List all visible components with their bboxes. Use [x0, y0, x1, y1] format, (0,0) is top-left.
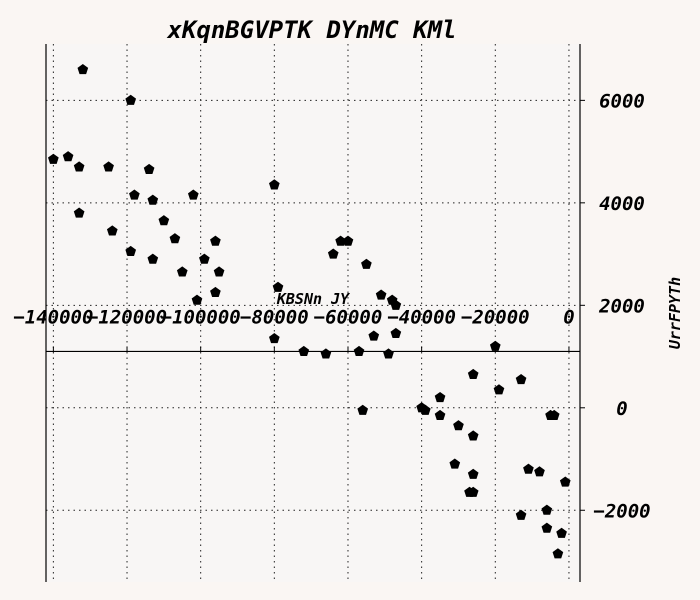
data-point — [176, 266, 188, 277]
x-tick-label: −100000 — [161, 306, 241, 328]
data-point — [129, 189, 140, 200]
data-point — [320, 348, 332, 359]
data-point — [210, 235, 221, 246]
data-point — [187, 189, 199, 200]
y-axis-label: UrrFPYTh — [666, 277, 684, 349]
y-tick-label: −2000 — [593, 500, 650, 522]
data-point — [199, 253, 210, 264]
x-axis-label: KBSNn JY — [276, 290, 350, 308]
x-tick-label: −120000 — [87, 306, 167, 328]
data-point — [559, 476, 571, 487]
data-point — [361, 258, 372, 269]
axes — [45, 44, 585, 582]
data-point — [169, 233, 181, 244]
data-points — [48, 64, 571, 559]
data-point — [272, 281, 284, 292]
data-point — [213, 266, 225, 277]
data-point — [269, 333, 280, 344]
data-point — [327, 248, 339, 259]
y-tick-label: 0 — [616, 398, 627, 420]
data-point — [383, 348, 394, 359]
data-point — [489, 340, 501, 351]
data-point — [449, 458, 461, 469]
data-point — [541, 504, 553, 515]
data-point — [420, 404, 431, 415]
data-point — [523, 463, 534, 474]
data-point — [269, 179, 280, 190]
data-point — [147, 194, 159, 205]
data-point — [353, 345, 365, 356]
data-point — [125, 245, 137, 257]
data-point — [434, 391, 446, 403]
data-point — [191, 294, 203, 305]
data-point — [552, 548, 564, 559]
data-point — [73, 161, 85, 172]
data-point — [467, 486, 479, 497]
data-point — [390, 327, 402, 339]
y-tick-label: 4000 — [599, 193, 645, 215]
data-point — [357, 404, 369, 415]
data-point — [335, 235, 346, 246]
data-point — [515, 509, 527, 520]
data-point — [493, 384, 505, 395]
data-point — [77, 64, 89, 75]
y-tick-label: 6000 — [599, 90, 645, 112]
data-point — [342, 235, 354, 246]
data-point — [210, 286, 221, 298]
y-tick-label: 2000 — [598, 295, 645, 317]
tick-labels: −140000−120000−100000 −80000 −60000 −40000−… — [13, 90, 650, 522]
data-point — [147, 253, 159, 264]
data-point — [73, 207, 85, 218]
data-point — [125, 94, 137, 105]
data-point — [453, 420, 464, 431]
data-point — [375, 289, 387, 300]
plot-background — [46, 44, 580, 582]
x-tick-label: −80000 — [240, 306, 309, 328]
data-point — [434, 409, 446, 421]
data-point — [48, 153, 59, 164]
data-point — [467, 468, 479, 479]
data-point — [556, 527, 567, 538]
x-tick-label: −140000 — [13, 306, 93, 328]
data-point — [158, 215, 170, 226]
x-tick-label: −40000 — [387, 306, 456, 328]
data-point — [467, 368, 479, 380]
data-point — [143, 163, 155, 175]
data-point — [390, 299, 402, 310]
data-point — [548, 409, 560, 421]
data-point — [106, 225, 118, 236]
data-point — [515, 374, 527, 385]
chart-title: xKqnBGVPTK DYnMC KMl — [167, 16, 457, 44]
x-tick-label: −20000 — [461, 306, 530, 328]
data-point — [298, 345, 310, 356]
data-point — [467, 430, 479, 441]
data-point — [534, 466, 545, 477]
data-point — [103, 161, 114, 172]
x-tick-label: −60000 — [314, 306, 383, 328]
data-point — [62, 151, 74, 162]
data-point — [368, 330, 380, 341]
data-point — [541, 522, 553, 533]
x-tick-label: 0 — [563, 306, 574, 328]
